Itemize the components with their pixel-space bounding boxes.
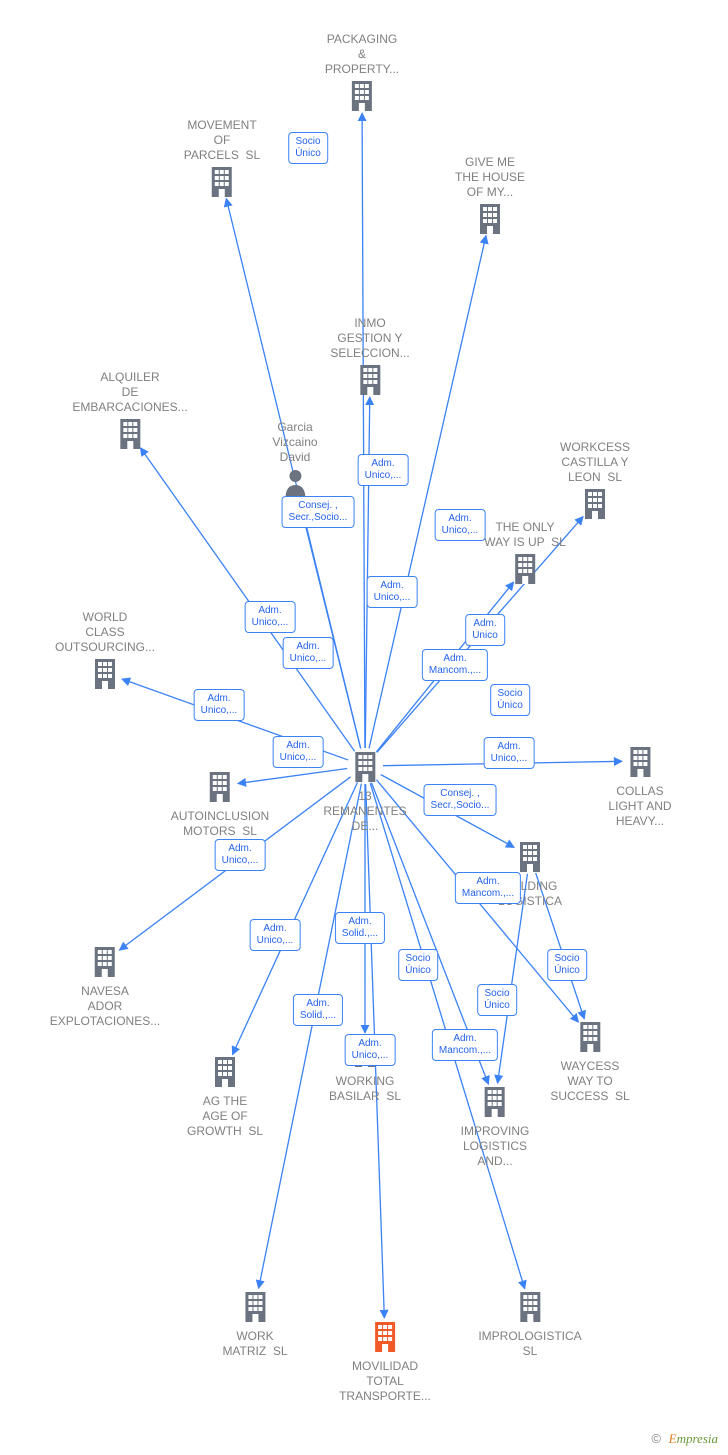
edge-label-improving: Adm. Mancom.,... [455,872,521,904]
building-icon [461,1085,530,1122]
node-label-imprologistica: IMPROLOGISTICA SL [478,1329,581,1359]
building-icon [608,745,671,782]
node-packaging[interactable]: PACKAGING & PROPERTY... [325,32,399,116]
node-label-improving: IMPROVING LOGISTICS AND... [461,1124,530,1169]
node-label-garcia: Garcia Vizcaino David [272,420,317,465]
brand-e: E [669,1431,677,1446]
node-label-workcess: WORKCESS CASTILLA Y LEON SL [560,440,630,485]
graph-canvas [0,0,728,1455]
building-icon [184,165,260,202]
edge-label-worldclass: Adm. Unico,... [283,637,334,669]
node-label-agage: AG THE AGE OF GROWTH SL [187,1094,263,1139]
edge-label-improving: Socio Único [477,984,517,1016]
node-label-alquiler: ALQUILER DE EMBARCACIONES... [72,370,187,415]
node-label-navesa: NAVESA ADOR EXPLOTACIONES... [50,984,160,1029]
edge-label-worldclass: Adm. Unico,... [245,601,296,633]
edge-label-onlyway: Adm. Unico,... [367,576,418,608]
node-inmo[interactable]: INMO GESTION Y SELECCION... [330,316,409,400]
node-autoinclusion[interactable]: AUTOINCLUSION MOTORS SL [171,770,269,839]
building-icon [550,1020,629,1057]
edge-label-inmo: Adm. Unico,... [358,454,409,486]
node-label-givemehouse: GIVE ME THE HOUSE OF MY... [455,155,525,200]
edge-label-onlyway: Adm. Unico,... [435,509,486,541]
edge-label-packaging: Socio Único [288,132,328,164]
edge-label-agage: Adm. Unico,... [250,919,301,951]
edge-label-waycess: Socio Único [547,949,587,981]
edge-label-improving: Socio Único [398,949,438,981]
edge-label-onlyway: Adm. Mancom.,... [422,649,488,681]
edge-label-collas: Socio Único [490,684,530,716]
node-label-workingbas: WORKING BASILAR SL [329,1074,401,1104]
edge-label-navesa: Adm. Unico,... [215,839,266,871]
node-label-packaging: PACKAGING & PROPERTY... [325,32,399,77]
building-icon [330,363,409,400]
edge-label-collas: Adm. Unico,... [484,737,535,769]
edge-label-garcia: Consej. , Secr.,Socio... [282,496,355,528]
edge-label-improving: Adm. Mancom.,... [432,1029,498,1061]
node-garcia[interactable]: Garcia Vizcaino David [272,420,317,504]
node-navesa[interactable]: NAVESA ADOR EXPLOTACIONES... [50,945,160,1029]
node-movilidad[interactable]: MOVILIDAD TOTAL TRANSPORTE... [339,1320,431,1404]
node-workmatriz[interactable]: WORK MATRIZ SL [222,1290,287,1359]
node-label-workmatriz: WORK MATRIZ SL [222,1329,287,1359]
building-icon [455,202,525,239]
edge-packaging [362,113,365,748]
copyright-symbol: © [651,1431,661,1446]
building-icon [72,417,187,454]
building-icon [55,657,155,694]
node-movement[interactable]: MOVEMENT OF PARCELS SL [184,118,260,202]
node-worldclass[interactable]: WORLD CLASS OUTSOURCING... [55,610,155,694]
node-givemehouse[interactable]: GIVE ME THE HOUSE OF MY... [455,155,525,239]
node-remanentes[interactable]: 13 REMANENTES DE... [323,750,406,834]
node-label-worldclass: WORLD CLASS OUTSOURCING... [55,610,155,655]
edge-label-workingbas: Adm. Unico,... [345,1034,396,1066]
building-icon [50,945,160,982]
node-waycess[interactable]: WAYCESS WAY TO SUCCESS SL [550,1020,629,1104]
node-onlyway[interactable]: THE ONLY WAY IS UP SL [484,520,566,589]
edge-inmo [365,397,370,748]
edge-label-workingbas: Adm. Solid.,... [293,994,343,1026]
node-alquiler[interactable]: ALQUILER DE EMBARCACIONES... [72,370,187,454]
node-collas[interactable]: COLLAS LIGHT AND HEAVY... [608,745,671,829]
watermark: © Empresia [651,1431,718,1447]
edge-label-autoinclusion: Adm. Unico,... [273,736,324,768]
building-icon [339,1320,431,1357]
edge-label-worldclass: Adm. Unico,... [194,689,245,721]
node-workcess[interactable]: WORKCESS CASTILLA Y LEON SL [560,440,630,524]
building-icon [484,552,566,589]
edge-garcia [299,500,360,748]
building-icon [560,487,630,524]
building-icon [187,1055,263,1092]
edge-label-workingbas: Adm. Solid.,... [335,912,385,944]
node-label-onlyway: THE ONLY WAY IS UP SL [484,520,566,550]
brand-rest: mpresia [677,1431,718,1446]
building-icon [222,1290,287,1327]
node-imprologistica[interactable]: IMPROLOGISTICA SL [478,1290,581,1359]
node-label-waycess: WAYCESS WAY TO SUCCESS SL [550,1059,629,1104]
edge-label-holding: Consej. , Secr.,Socio... [424,784,497,816]
edge-label-onlyway: Adm. Unico [465,614,505,646]
node-label-remanentes: 13 REMANENTES DE... [323,789,406,834]
node-label-movement: MOVEMENT OF PARCELS SL [184,118,260,163]
building-icon [325,79,399,116]
node-improving[interactable]: IMPROVING LOGISTICS AND... [461,1085,530,1169]
node-label-collas: COLLAS LIGHT AND HEAVY... [608,784,671,829]
building-icon [478,1290,581,1327]
building-icon [171,770,269,807]
edge-alquiler [140,448,354,752]
node-label-inmo: INMO GESTION Y SELECCION... [330,316,409,361]
node-label-autoinclusion: AUTOINCLUSION MOTORS SL [171,809,269,839]
building-icon [323,750,406,787]
node-agage[interactable]: AG THE AGE OF GROWTH SL [187,1055,263,1139]
node-label-movilidad: MOVILIDAD TOTAL TRANSPORTE... [339,1359,431,1404]
